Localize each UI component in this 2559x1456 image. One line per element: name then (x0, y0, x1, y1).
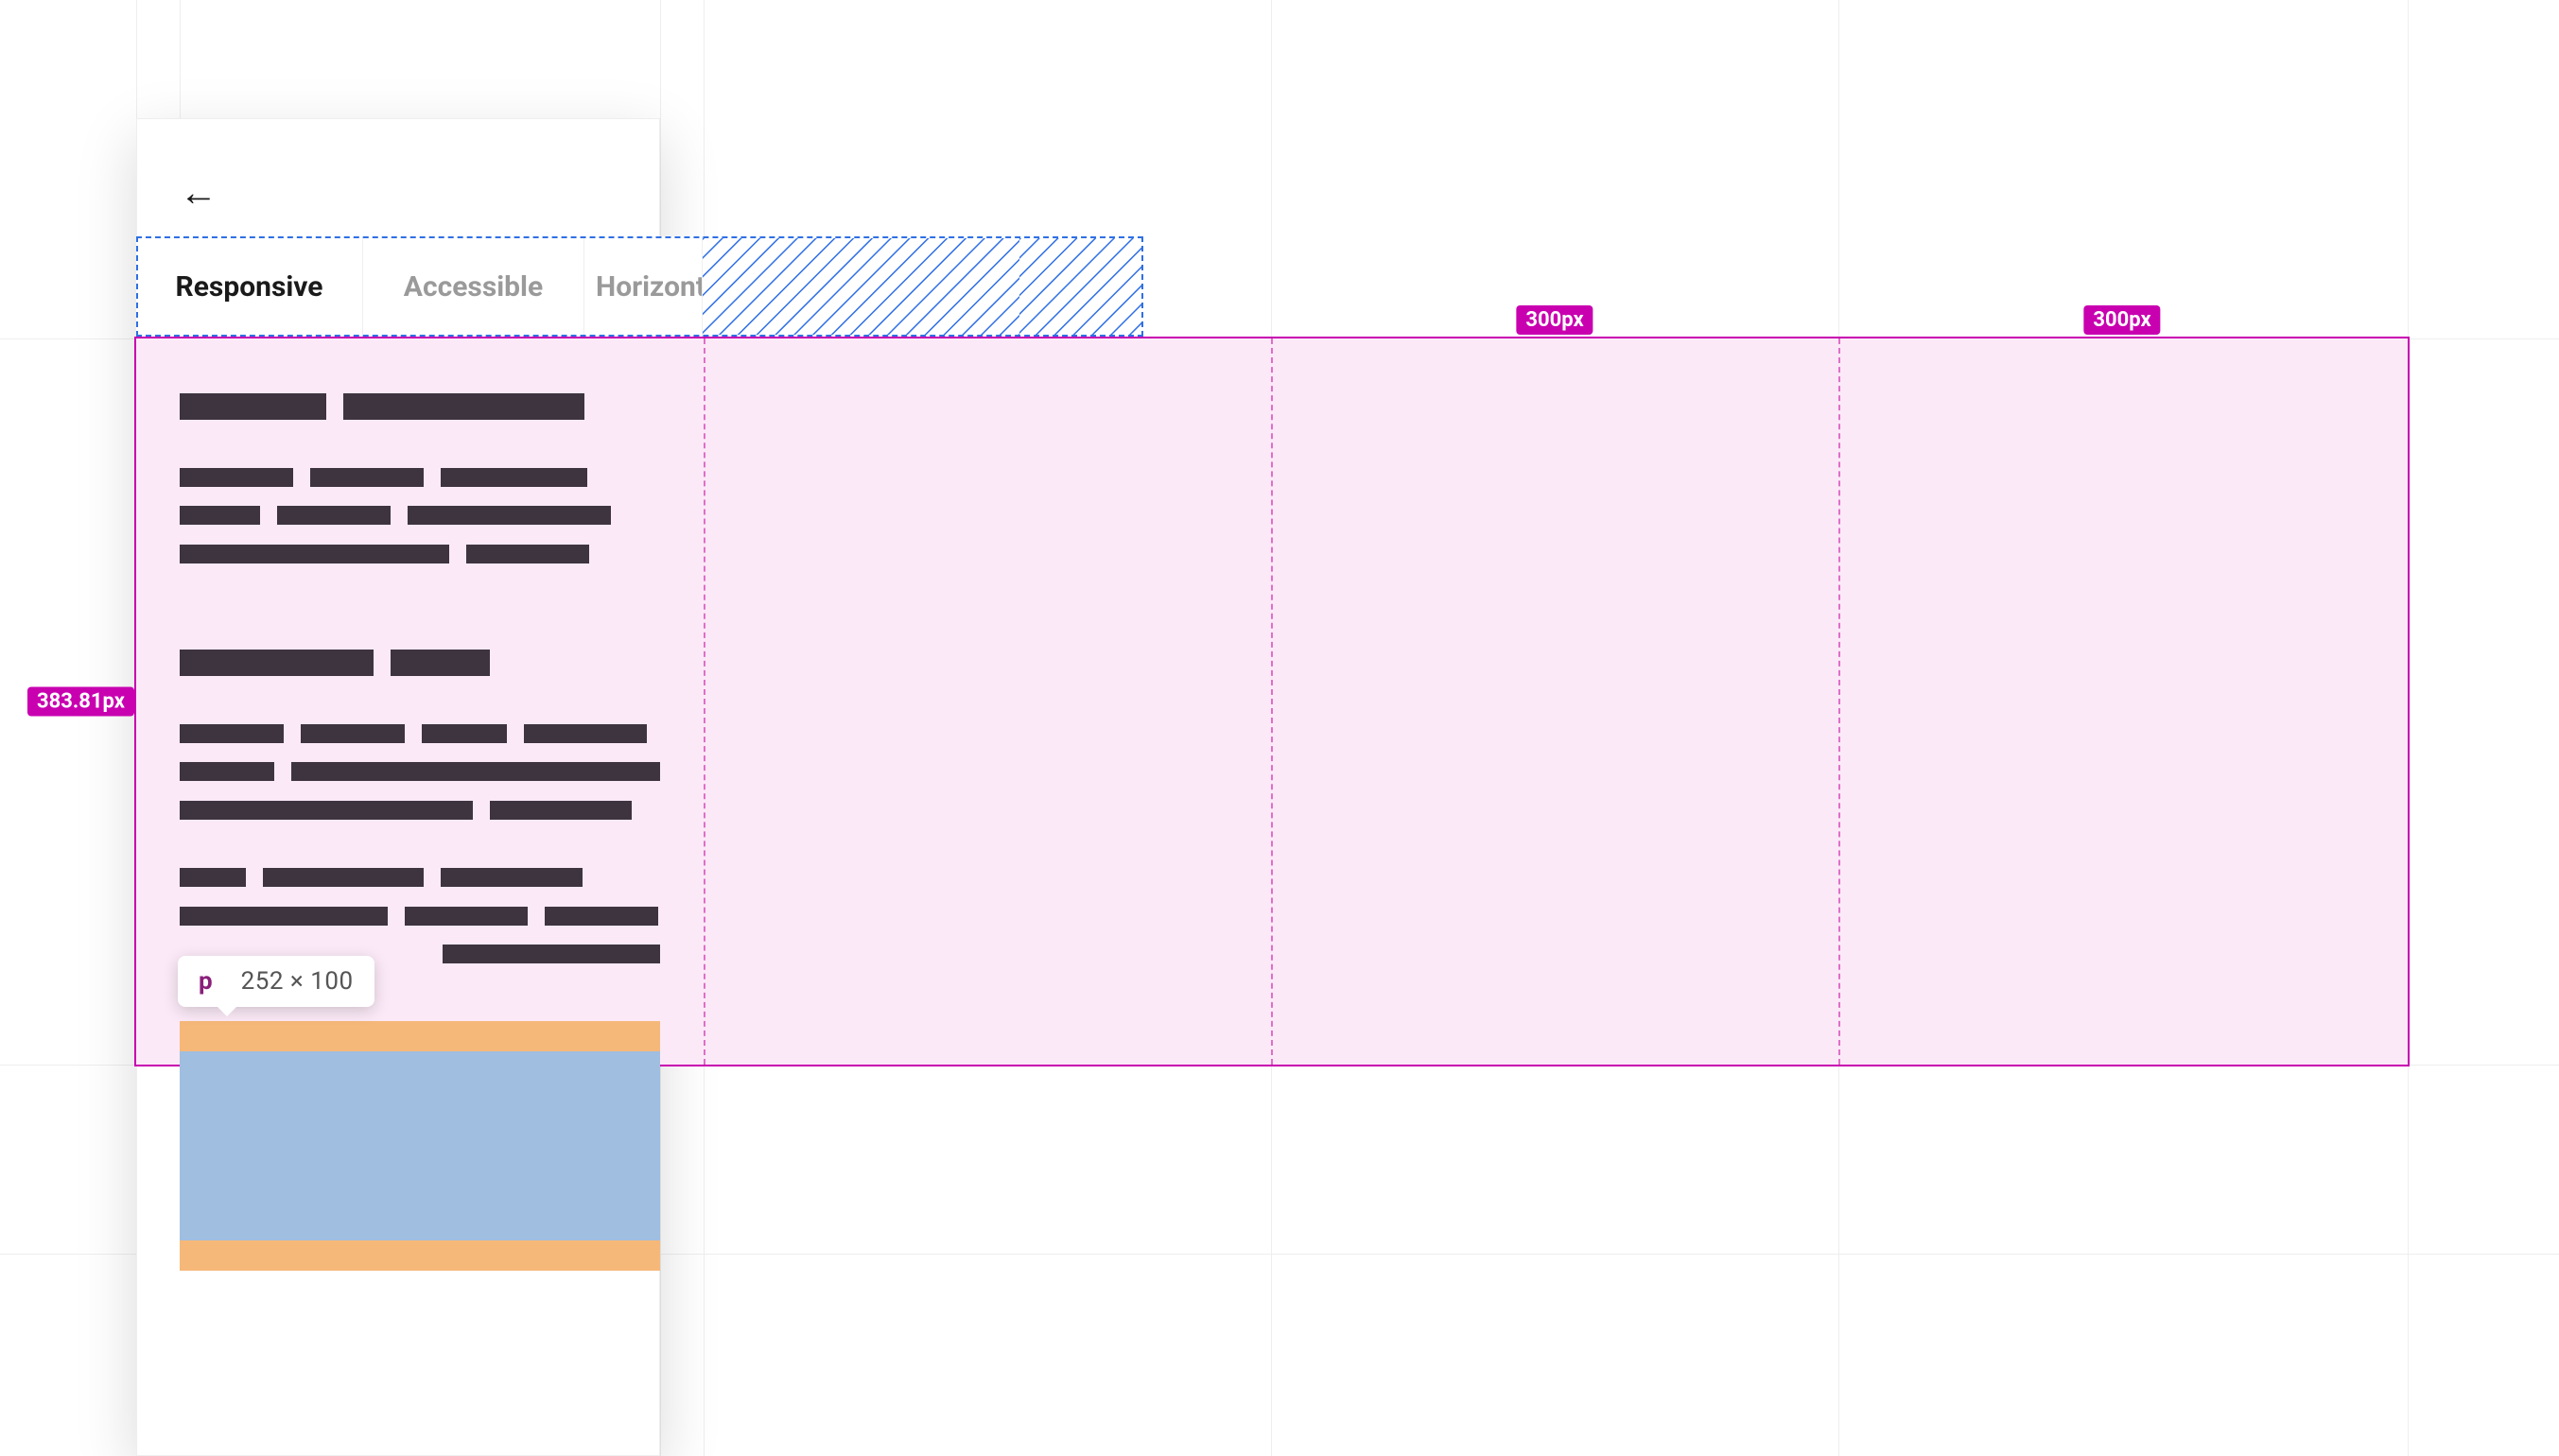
placeholder-line (180, 506, 660, 526)
grid-col-badge: 300px (1516, 305, 1593, 335)
placeholder-content (180, 392, 660, 982)
tab-label: Responsive (175, 270, 322, 303)
inspected-element-box (180, 1021, 660, 1271)
tab-responsive[interactable]: Responsive (136, 236, 363, 337)
inspected-margin (180, 1021, 660, 1271)
tooltip-tag: p (199, 967, 213, 996)
tab-overflow-hatch (1019, 238, 1141, 335)
element-tooltip: p 252 × 100 (178, 956, 374, 1007)
grid-col-badge: 300px (2083, 305, 2160, 335)
placeholder-line (180, 800, 660, 820)
tooltip-dimensions: 252 × 100 (241, 967, 354, 996)
tab-accessible[interactable]: Accessible (363, 236, 584, 337)
placeholder-line (180, 906, 660, 926)
placeholder-heading (180, 649, 660, 676)
placeholder-line (180, 723, 660, 743)
tab-strip: Responsive Accessible Horizontal (136, 236, 703, 337)
placeholder-heading (180, 392, 660, 420)
back-button[interactable]: ← (180, 170, 218, 215)
grid-separator (1838, 338, 1840, 1065)
tab-label: Horizontal (596, 270, 703, 303)
inspected-content (180, 1051, 660, 1240)
grid-separator (704, 338, 705, 1065)
placeholder-line (180, 867, 660, 887)
placeholder-line (180, 762, 660, 782)
grid-separator (1271, 338, 1273, 1065)
placeholder-line (180, 544, 660, 563)
tab-label: Accessible (404, 270, 543, 303)
guide-vertical (2408, 0, 2409, 1456)
arrow-left-icon: ← (180, 170, 218, 215)
grid-height-badge: 383.81px (27, 687, 134, 717)
placeholder-line (180, 467, 660, 487)
tab-horizontal[interactable]: Horizontal (584, 236, 703, 337)
tab-overflow-hatch (703, 238, 1019, 335)
